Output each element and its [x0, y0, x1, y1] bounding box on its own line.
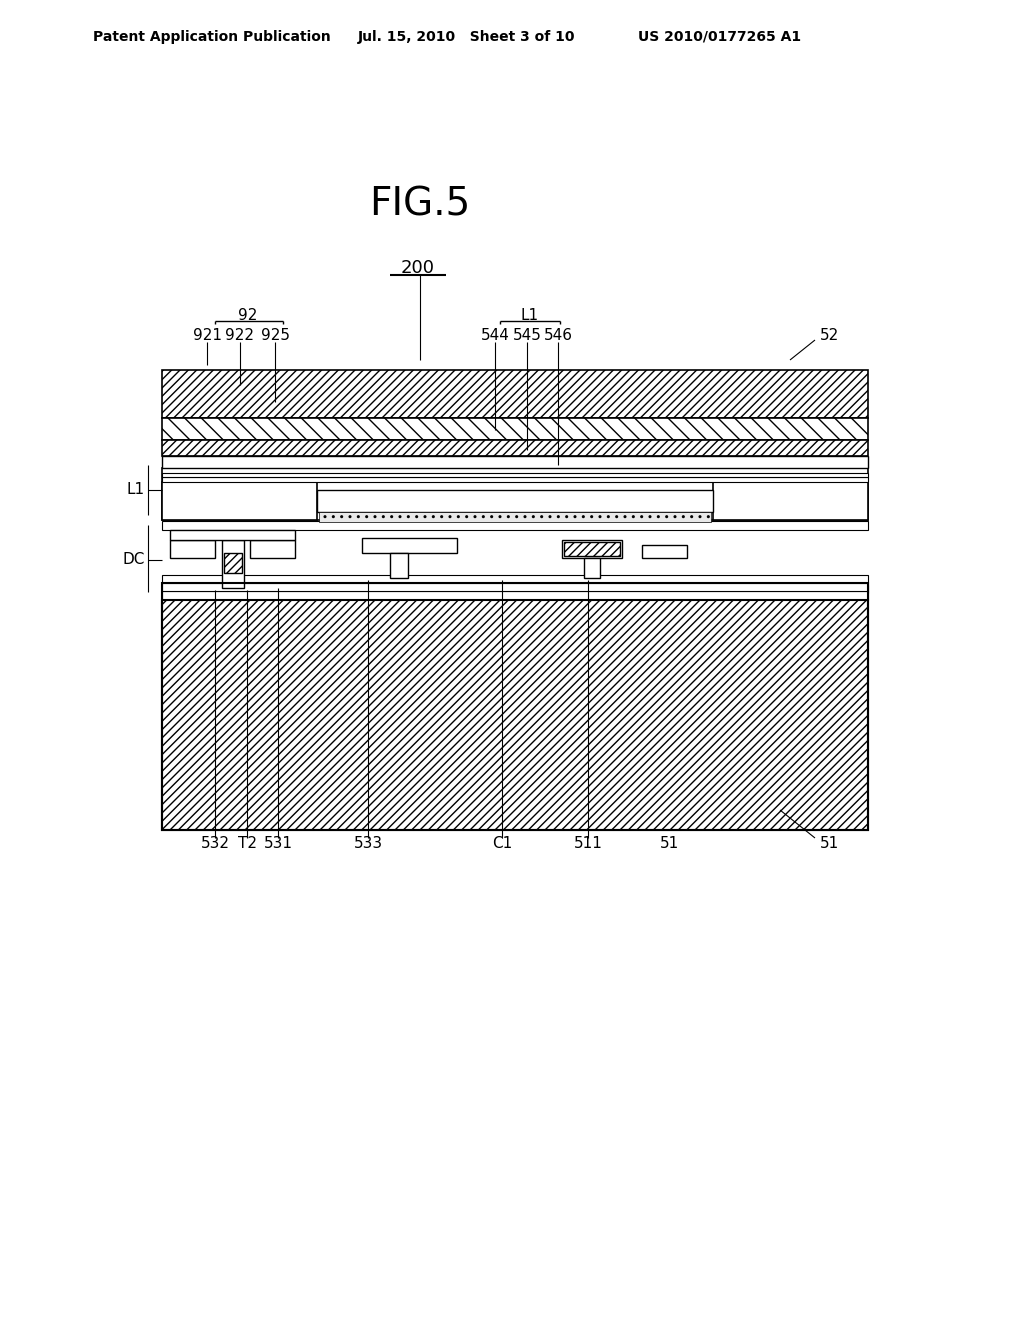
Bar [250, 540, 295, 558]
Text: 200: 200 [401, 259, 435, 277]
Text: FIG.5: FIG.5 [370, 186, 471, 224]
Bar [162, 440, 868, 455]
Bar [162, 469, 868, 520]
Bar [162, 473, 868, 477]
Text: 922: 922 [225, 329, 255, 343]
Text: 51: 51 [820, 837, 840, 851]
Text: DC: DC [123, 553, 145, 568]
Bar [162, 418, 868, 440]
Text: 546: 546 [544, 329, 572, 343]
Text: 925: 925 [260, 329, 290, 343]
Bar [162, 521, 868, 531]
Bar [162, 583, 868, 591]
Text: 531: 531 [263, 837, 293, 851]
Text: C1: C1 [492, 837, 512, 851]
Text: 545: 545 [513, 329, 542, 343]
Text: 533: 533 [353, 837, 383, 851]
Bar [162, 370, 868, 418]
Text: Patent Application Publication: Patent Application Publication [93, 30, 331, 44]
Bar [317, 490, 713, 512]
Bar [162, 585, 868, 593]
Bar [162, 591, 868, 601]
Text: 51: 51 [660, 837, 679, 851]
Bar [162, 576, 868, 583]
Text: 532: 532 [201, 837, 229, 851]
Bar [170, 531, 295, 540]
Bar [319, 512, 711, 521]
Bar [562, 540, 622, 558]
Text: 52: 52 [820, 327, 840, 342]
Text: 921: 921 [193, 329, 221, 343]
Bar [564, 543, 620, 556]
Bar [362, 539, 457, 553]
Text: L1: L1 [521, 308, 539, 322]
Bar [222, 540, 244, 587]
Text: US 2010/0177265 A1: US 2010/0177265 A1 [638, 30, 801, 44]
Bar [224, 553, 242, 573]
Bar [162, 482, 317, 520]
Text: L1: L1 [127, 483, 145, 498]
Bar [713, 482, 868, 520]
Bar [162, 455, 868, 469]
Bar [162, 601, 868, 830]
Bar [584, 558, 600, 578]
Text: 511: 511 [573, 837, 602, 851]
Text: Jul. 15, 2010   Sheet 3 of 10: Jul. 15, 2010 Sheet 3 of 10 [358, 30, 575, 44]
Bar [162, 583, 868, 830]
Text: 92: 92 [239, 308, 258, 322]
Text: 544: 544 [480, 329, 509, 343]
Text: T2: T2 [238, 837, 256, 851]
Bar [642, 545, 687, 558]
Bar [170, 540, 215, 558]
Bar [162, 477, 868, 482]
Bar [390, 553, 408, 578]
